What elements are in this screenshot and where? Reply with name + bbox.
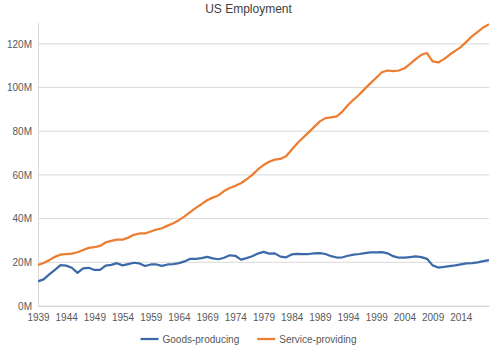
x-tick: 1949: [84, 306, 107, 323]
y-tick: 40M: [13, 213, 38, 224]
x-tick: 1939: [27, 306, 50, 323]
grid: [38, 44, 489, 306]
x-tick-label: 2004: [394, 312, 417, 323]
y-tick-label: 80M: [13, 126, 32, 137]
grid-line: [38, 174, 489, 175]
legend-swatch: [141, 338, 159, 340]
x-tick-label: 1999: [366, 312, 389, 323]
y-tick-label: 100M: [7, 82, 32, 93]
grid-line: [38, 87, 489, 88]
x-tick-label: 1989: [309, 312, 332, 323]
x-tick-label: 1944: [56, 312, 79, 323]
legend-item: Service-providing: [257, 334, 356, 345]
x-tick: 1974: [225, 306, 248, 323]
grid-line: [38, 262, 489, 263]
y-tick: 60M: [13, 170, 38, 181]
y-tick-label: 60M: [13, 170, 32, 181]
x-tick-label: 1964: [168, 312, 191, 323]
y-tick-label: 40M: [13, 213, 32, 224]
x-tick-label: 1979: [253, 312, 276, 323]
y-tick: 120M: [7, 39, 38, 50]
series-group: [38, 24, 489, 281]
legend-label: Service-providing: [279, 334, 356, 345]
x-tick: 1969: [197, 306, 220, 323]
x-tick-label: 1949: [84, 312, 107, 323]
x-tick: 1984: [281, 306, 304, 323]
plot: 0M20M40M60M80M100M120M193919441949195419…: [7, 23, 490, 324]
x-tick-label: 1984: [281, 312, 304, 323]
x-tick: 1959: [140, 306, 163, 323]
x-tick-label: 1954: [112, 312, 135, 323]
y-tick-label: 120M: [7, 39, 32, 50]
y-tick-label: 20M: [13, 257, 32, 268]
x-tick-label: 1969: [197, 312, 220, 323]
x-tick-label: 2014: [450, 312, 473, 323]
x-tick: 2014: [450, 306, 473, 323]
grid-line: [38, 131, 489, 132]
x-tick: 2009: [422, 306, 445, 323]
legend: Goods-producing Service-providing: [141, 334, 357, 345]
x-tick: 2004: [394, 306, 417, 323]
legend-swatch: [257, 338, 275, 340]
y-tick-label: 0M: [18, 301, 32, 312]
title: US Employment: [205, 2, 292, 16]
legend-item: Goods-producing: [141, 334, 240, 345]
series-line: [38, 24, 489, 265]
x-tick-label: 2009: [422, 312, 445, 323]
x-tick: 1994: [337, 306, 360, 323]
x-tick: 1954: [112, 306, 135, 323]
x-tick: 1944: [56, 306, 79, 323]
x-tick-label: 1994: [337, 312, 360, 323]
x-tick: 1999: [366, 306, 389, 323]
x-tick: 1964: [168, 306, 191, 323]
grid-line: [38, 218, 489, 219]
x-axis: 1939 1944 1949 1954 1959 1964 1969 1974 1979 1984…: [27, 306, 489, 323]
y-tick: 80M: [13, 126, 38, 137]
x-tick-label: 1959: [140, 312, 163, 323]
y-axis: 0M 20M 40M 60M 80M 100M 120M: [7, 23, 39, 312]
legend-label: Goods-producing: [163, 334, 240, 345]
y-tick: 20M: [13, 257, 38, 268]
y-tick: 0M: [18, 301, 38, 312]
grid-line: [38, 43, 489, 44]
y-tick: 100M: [7, 82, 38, 93]
chart: US Employment0M20M40M60M80M100M120M19391…: [0, 0, 497, 348]
series-line: [38, 252, 489, 281]
x-tick-label: 1939: [27, 312, 50, 323]
grid-line: [38, 306, 489, 307]
x-tick-label: 1974: [225, 312, 248, 323]
x-tick: 1989: [309, 306, 332, 323]
x-axis-line: [39, 306, 490, 307]
x-tick: 1979: [253, 306, 276, 323]
